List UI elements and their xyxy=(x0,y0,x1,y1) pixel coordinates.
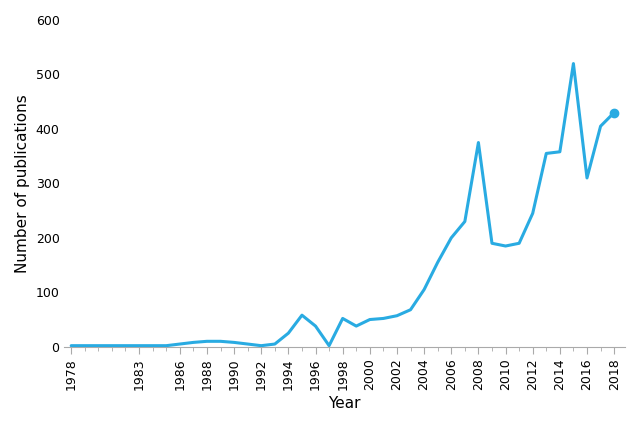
Y-axis label: Number of publications: Number of publications xyxy=(15,94,30,273)
X-axis label: Year: Year xyxy=(328,396,361,411)
